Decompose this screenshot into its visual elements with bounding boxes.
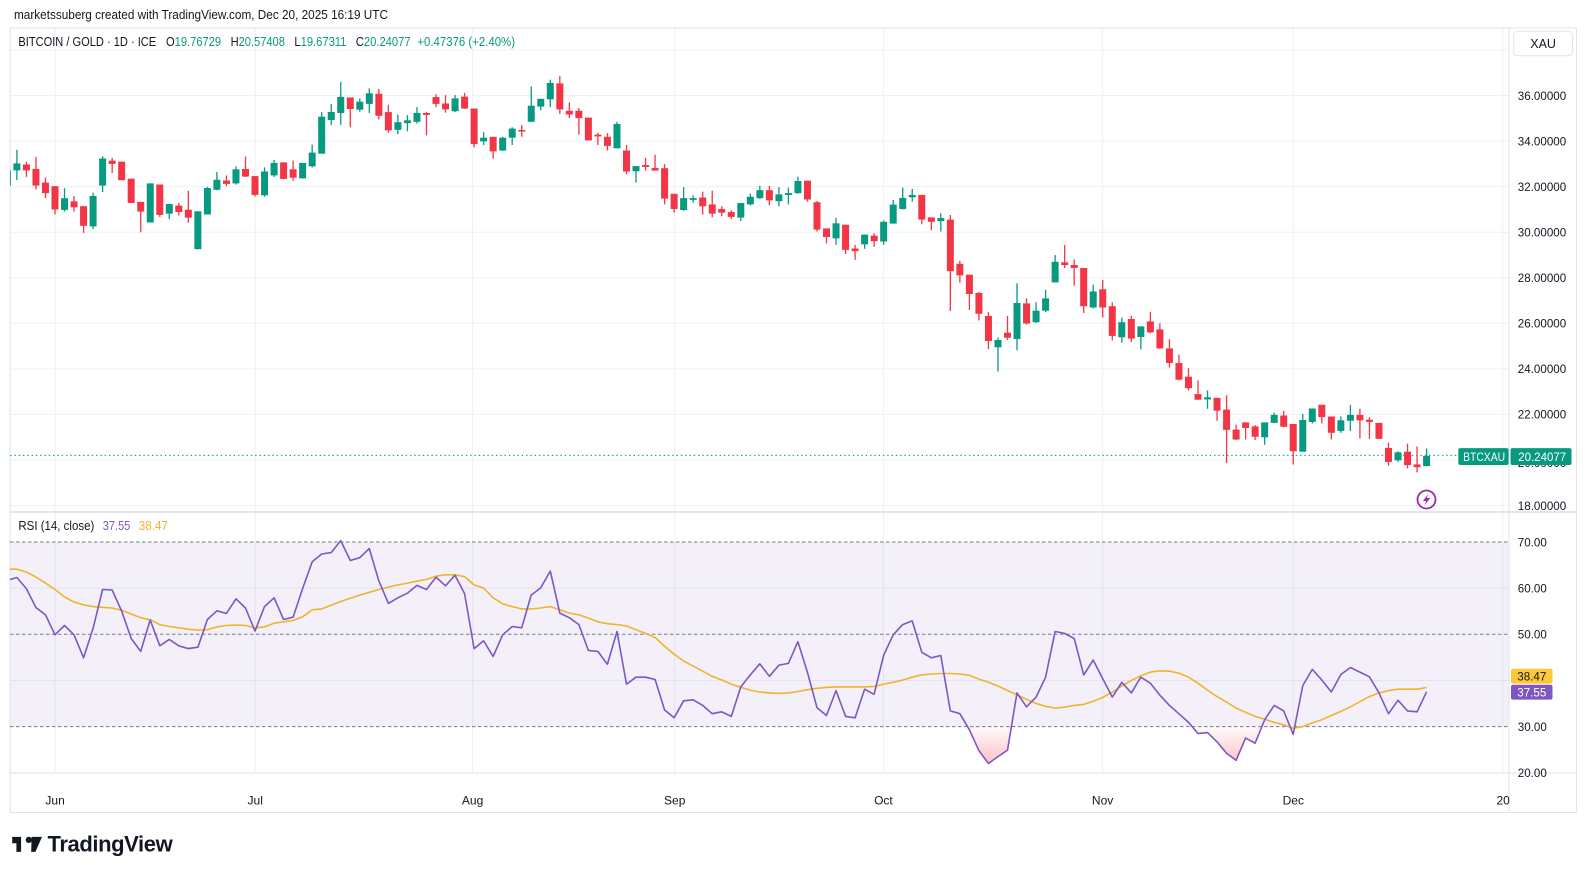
svg-text:O19.76729: O19.76729 bbox=[166, 35, 221, 49]
svg-text:36.00000: 36.00000 bbox=[1518, 89, 1567, 103]
svg-text:37.55: 37.55 bbox=[103, 519, 131, 533]
svg-text:H20.57408: H20.57408 bbox=[231, 35, 285, 49]
svg-text:Jul: Jul bbox=[248, 794, 263, 808]
svg-text:38.47: 38.47 bbox=[1517, 669, 1546, 683]
svg-text:22.00000: 22.00000 bbox=[1518, 408, 1567, 422]
svg-text:20.00: 20.00 bbox=[1518, 766, 1547, 780]
svg-text:20: 20 bbox=[1497, 794, 1511, 808]
svg-text:Dec: Dec bbox=[1283, 794, 1304, 808]
svg-text:26.00000: 26.00000 bbox=[1518, 317, 1567, 331]
svg-text:38.47: 38.47 bbox=[139, 519, 168, 533]
svg-text:60.00: 60.00 bbox=[1518, 581, 1547, 595]
svg-text:RSI (14, close): RSI (14, close) bbox=[18, 519, 94, 533]
svg-text:Aug: Aug bbox=[462, 794, 483, 808]
svg-text:TradingView: TradingView bbox=[48, 832, 174, 857]
svg-text:Sep: Sep bbox=[664, 794, 686, 808]
svg-text:30.00: 30.00 bbox=[1518, 720, 1547, 734]
svg-text:32.00000: 32.00000 bbox=[1518, 180, 1567, 194]
svg-text:34.00000: 34.00000 bbox=[1518, 134, 1567, 148]
svg-text:C20.24077: C20.24077 bbox=[356, 35, 411, 49]
svg-text:XAU: XAU bbox=[1530, 37, 1556, 51]
svg-text:24.00000: 24.00000 bbox=[1518, 362, 1567, 376]
svg-text:18.00000: 18.00000 bbox=[1518, 499, 1567, 513]
svg-text:28.00000: 28.00000 bbox=[1518, 271, 1567, 285]
svg-text:BITCOIN / GOLD · 1D · ICE: BITCOIN / GOLD · 1D · ICE bbox=[18, 35, 156, 49]
svg-text:marketssuberg created with Tra: marketssuberg created with TradingView.c… bbox=[14, 7, 388, 22]
svg-text:Nov: Nov bbox=[1092, 794, 1113, 808]
svg-text:37.55: 37.55 bbox=[1517, 685, 1546, 699]
svg-text:Jun: Jun bbox=[45, 794, 64, 808]
svg-text:Oct: Oct bbox=[874, 794, 893, 808]
svg-text:+0.47376 (+2.40%): +0.47376 (+2.40%) bbox=[417, 35, 515, 49]
svg-text:20.24077: 20.24077 bbox=[1518, 450, 1566, 464]
svg-text:L19.67311: L19.67311 bbox=[294, 35, 346, 49]
svg-text:50.00: 50.00 bbox=[1518, 628, 1547, 642]
svg-text:70.00: 70.00 bbox=[1518, 535, 1547, 549]
svg-text:BTCXAU: BTCXAU bbox=[1463, 450, 1505, 464]
svg-text:30.00000: 30.00000 bbox=[1518, 226, 1567, 240]
